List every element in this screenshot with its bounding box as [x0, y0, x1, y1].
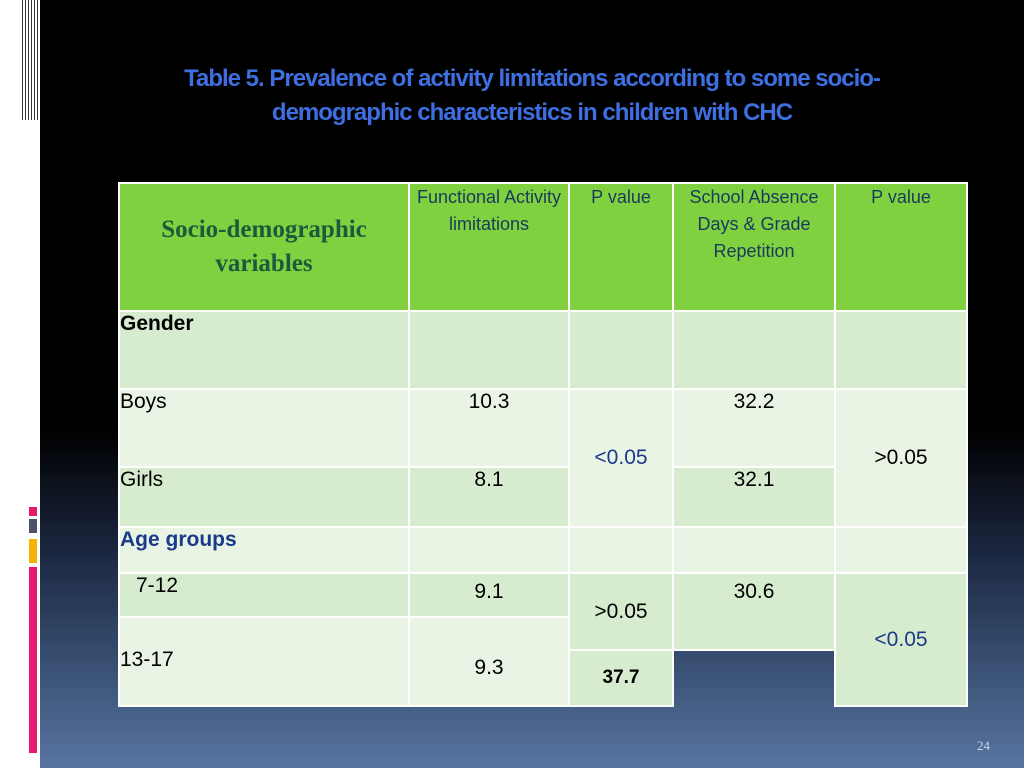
- page-number: 24: [977, 738, 990, 753]
- slide-title: Table 5. Prevalence of activity limitati…: [40, 62, 1024, 130]
- table-header-row: Socio-demographic variables Functional A…: [118, 182, 968, 312]
- boys-functional-value: 10.3: [408, 388, 570, 468]
- header-p-value-2: P value: [834, 182, 968, 312]
- age-7-12-functional-value: 9.1: [408, 572, 570, 618]
- empty-cell: [408, 526, 570, 574]
- table-row-age-heading: Age groups: [118, 526, 968, 574]
- prevalence-table: Socio-demographic variables Functional A…: [118, 182, 968, 707]
- header-school-absence: School Absence Days & Grade Repetition: [672, 182, 836, 312]
- age-13-17-label: 13-17: [118, 616, 410, 707]
- age-p-school: <0.05: [834, 572, 968, 707]
- table-row-girls: Girls 8.1 32.1: [118, 466, 967, 528]
- empty-cell: [408, 310, 570, 390]
- girls-label: Girls: [118, 466, 410, 528]
- age-groups-label: Age groups: [118, 526, 410, 574]
- gender-p-functional: <0.05: [568, 388, 674, 528]
- age-p-functional: >0.05: [568, 572, 674, 651]
- accent-bar-pink-small: [29, 507, 37, 516]
- empty-cell: [672, 310, 836, 390]
- accent-bar-yellow: [29, 539, 37, 563]
- boys-label: Boys: [118, 388, 410, 468]
- table-row-boys: Boys 10.3 <0.05 32.2 >0.05: [118, 388, 968, 528]
- accent-bar-pink-long: [29, 567, 37, 753]
- left-decor-strip: [0, 0, 40, 768]
- accent-bar-gray: [29, 519, 37, 533]
- header-p-value-1: P value: [568, 182, 674, 312]
- age-7-12-school-value: 30.6: [672, 572, 836, 651]
- age-7-12-label: 7-12: [118, 572, 410, 618]
- girls-functional-value: 8.1: [408, 466, 570, 528]
- gender-p-school: >0.05: [834, 388, 968, 528]
- header-variables: Socio-demographic variables: [118, 182, 410, 312]
- empty-cell: [568, 526, 674, 574]
- table-row-age-7-12: 7-12 9.1 >0.05 30.6 <0.05: [118, 572, 968, 707]
- table-row-age-13-17-cont: 37.7: [119, 649, 967, 707]
- table-row-age-13-17: 13-17 9.3: [118, 616, 967, 707]
- strip-lines-decoration: [22, 0, 38, 120]
- empty-cell: [568, 310, 674, 390]
- empty-cell: [672, 526, 836, 574]
- table-row-gender-heading: Gender: [118, 310, 968, 390]
- age-13-17-functional-value: 9.3: [408, 616, 570, 707]
- header-functional: Functional Activity limitations: [408, 182, 570, 312]
- gender-label: Gender: [118, 310, 410, 390]
- empty-cell: [834, 310, 968, 390]
- empty-cell: [834, 526, 968, 574]
- age-13-17-school-value: 37.7: [568, 649, 674, 707]
- slide-title-line1: Table 5. Prevalence of activity limitati…: [184, 65, 881, 92]
- girls-school-value: 32.1: [672, 466, 836, 528]
- boys-school-value: 32.2: [672, 388, 836, 468]
- slide-title-line2: demographic characteristics in children …: [271, 99, 793, 126]
